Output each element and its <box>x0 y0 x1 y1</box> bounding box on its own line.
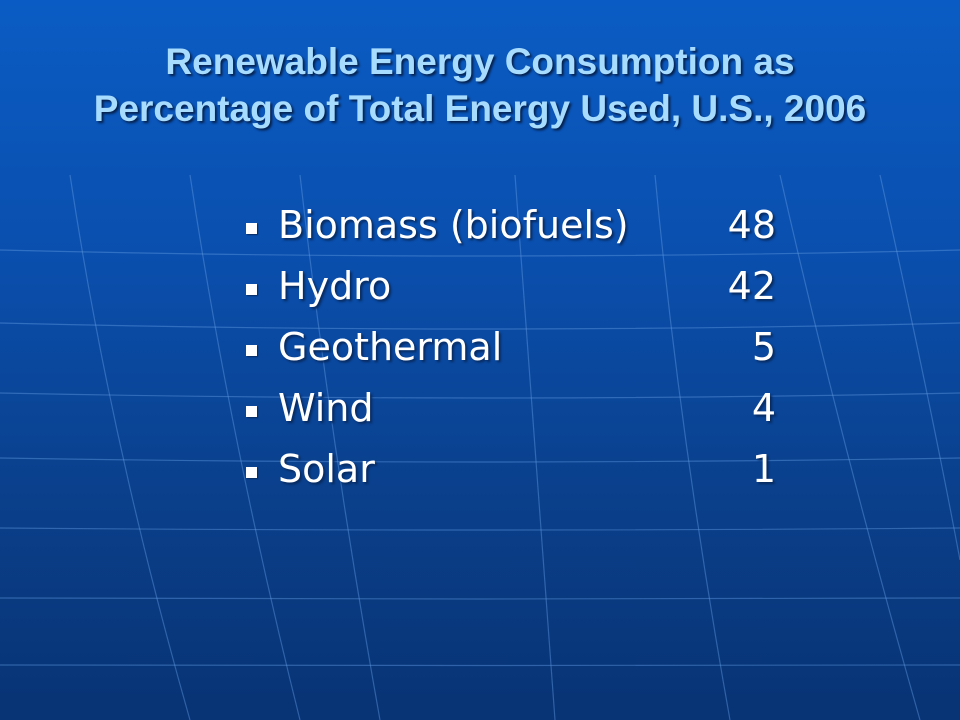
slide-title-line-2: Percentage of Total Energy Used, U.S., 2… <box>93 88 867 129</box>
percentage-value: 42 <box>727 264 776 308</box>
energy-source-label: Solar <box>278 447 375 491</box>
list-item-solar: Solar 1 <box>240 439 800 500</box>
energy-source-label: Hydro <box>278 264 392 308</box>
list-item-hydro: Hydro 42 <box>240 256 800 317</box>
square-bullet-icon <box>246 467 257 478</box>
square-bullet-icon <box>246 345 257 356</box>
percentage-value: 48 <box>727 203 776 247</box>
slide-title: Renewable Energy Consumption as Percenta… <box>0 38 960 132</box>
square-bullet-icon <box>246 406 257 417</box>
energy-source-label: Biomass (biofuels) <box>278 203 629 247</box>
square-bullet-icon <box>246 284 257 295</box>
list-item-wind: Wind 4 <box>240 378 800 439</box>
list-item-biomass: Biomass (biofuels) 48 <box>240 195 800 256</box>
percentage-value: 4 <box>751 386 776 430</box>
slide-title-line-1: Renewable Energy Consumption as <box>165 41 795 82</box>
percentage-value: 5 <box>751 325 776 369</box>
energy-source-label: Geothermal <box>278 325 503 369</box>
list-item-geothermal: Geothermal 5 <box>240 317 800 378</box>
percentage-value: 1 <box>751 447 776 491</box>
energy-source-list: Biomass (biofuels) 48 Hydro 42 Geotherma… <box>240 195 800 500</box>
square-bullet-icon <box>246 223 257 234</box>
energy-source-label: Wind <box>278 386 374 430</box>
